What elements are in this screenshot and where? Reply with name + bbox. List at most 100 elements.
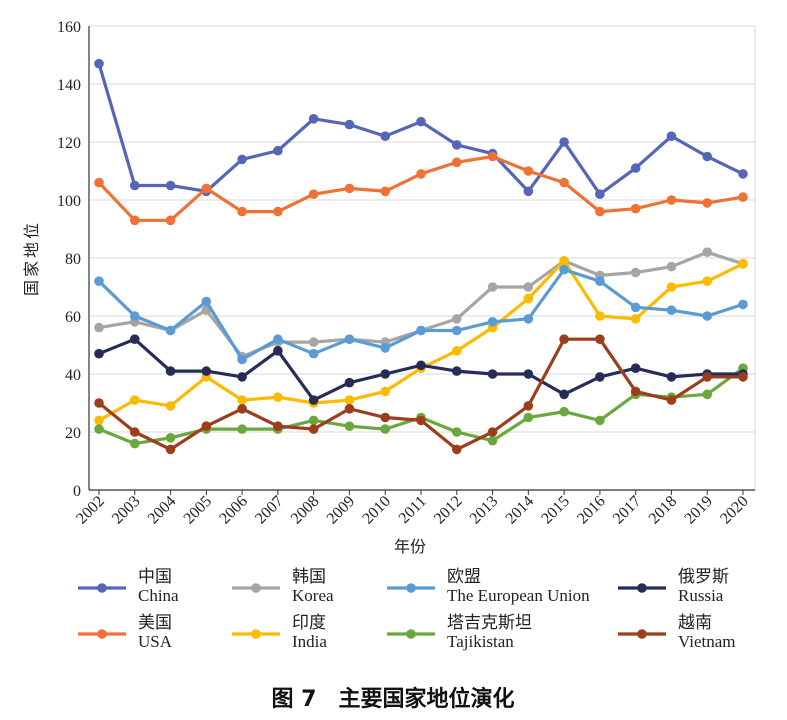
legend-swatch-marker (637, 629, 647, 639)
x-tick-label: 2003 (109, 493, 144, 528)
data-point (523, 186, 534, 197)
legend-label-zh: 欧盟 (447, 567, 481, 586)
data-point (451, 157, 462, 168)
figure-caption: 图 7 主要国家地位演化 (272, 686, 515, 712)
data-point (702, 276, 713, 287)
data-point (344, 404, 355, 414)
data-point (523, 282, 534, 292)
data-point (237, 395, 247, 405)
y-tick-label: 140 (57, 77, 81, 94)
y-tick-labels: 0 20 40 60 80 100 120 140 160 (57, 19, 81, 500)
data-point (237, 372, 247, 382)
data-point (630, 267, 641, 278)
data-point (94, 177, 104, 188)
data-point (595, 189, 605, 199)
legend-label-zh: 塔吉克斯坦 (447, 613, 532, 632)
data-point (273, 392, 283, 403)
data-point (487, 317, 498, 327)
series-india (94, 256, 748, 426)
series-the-european-union (94, 264, 748, 365)
data-point (630, 314, 641, 324)
data-point (344, 377, 355, 388)
data-point (738, 192, 748, 202)
x-tick-label: 2014 (503, 493, 538, 528)
data-point (487, 282, 498, 292)
data-point (523, 401, 534, 411)
y-axis-label: 国家地位 (22, 220, 41, 296)
x-tick-label: 2018 (646, 493, 681, 528)
data-point (738, 372, 748, 382)
data-point (487, 435, 498, 446)
data-point (559, 334, 569, 345)
data-point (308, 424, 319, 434)
y-tick-label: 160 (57, 19, 81, 36)
data-point (630, 363, 641, 374)
series-line (98, 250, 744, 359)
legend-label-zh: 韩国 (292, 567, 326, 586)
legend-label-zh: 印度 (292, 613, 326, 632)
data-point (237, 154, 247, 165)
data-point (344, 183, 355, 194)
data-point (273, 145, 283, 156)
data-point (666, 131, 677, 141)
data-point (94, 424, 104, 434)
data-point (595, 206, 605, 217)
data-point (451, 444, 462, 455)
data-point (416, 116, 426, 127)
data-point (416, 325, 426, 336)
data-point (273, 421, 283, 432)
legend-label-en: China (138, 586, 179, 605)
data-point (237, 404, 247, 414)
x-tick-label: 2004 (145, 493, 180, 528)
x-tick-label: 2008 (288, 493, 323, 528)
data-point (94, 348, 104, 359)
data-point (344, 119, 355, 130)
data-point (129, 215, 140, 226)
legend-label-zh: 美国 (138, 613, 172, 632)
data-point (201, 296, 212, 307)
data-point (165, 444, 176, 455)
x-axis-label: 年份 (394, 537, 426, 556)
data-point (630, 163, 641, 173)
data-point (487, 427, 498, 437)
data-point (308, 348, 319, 359)
data-point (380, 186, 391, 197)
data-point (129, 427, 140, 437)
data-point (559, 177, 569, 188)
legend-label-en: USA (138, 632, 173, 651)
data-point (94, 398, 104, 408)
data-point (94, 276, 104, 287)
data-point (129, 395, 140, 405)
data-point (273, 334, 283, 345)
legend-label-en: Vietnam (678, 632, 736, 651)
data-point (380, 131, 391, 141)
data-point (308, 395, 319, 405)
data-point (487, 151, 498, 162)
data-point (666, 195, 677, 205)
y-tick-label: 80 (65, 251, 81, 268)
x-tick-labels: 2002 2003 2004 2005 2006 2007 2008 2009 2010 2011… (73, 490, 752, 527)
data-point (559, 137, 569, 147)
data-point (129, 334, 140, 345)
axes (88, 26, 755, 491)
data-point (595, 276, 605, 287)
legend-swatch-marker (406, 583, 416, 593)
legend-label-en: The European Union (447, 586, 590, 605)
data-point (595, 415, 605, 426)
data-point (666, 395, 677, 405)
legend-swatch-marker (637, 583, 647, 593)
data-point (344, 334, 355, 345)
legend-label-en: Russia (678, 586, 724, 605)
data-point (416, 169, 426, 179)
y-tick-label: 120 (57, 135, 81, 152)
data-point (702, 247, 713, 257)
